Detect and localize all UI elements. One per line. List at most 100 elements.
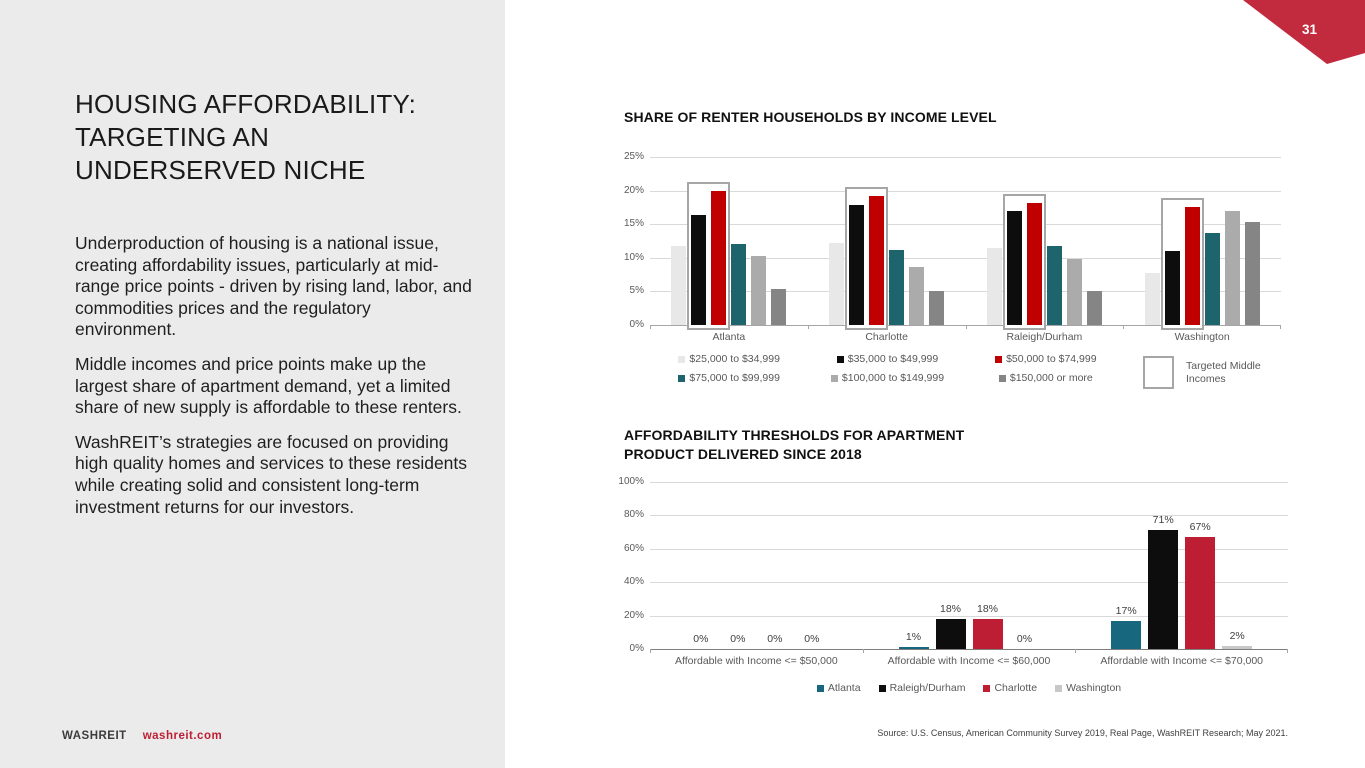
bar--25-000-to-34-999	[1144, 273, 1160, 325]
targeted-middle-incomes-label: Targeted Middle Incomes	[1186, 359, 1261, 385]
bar--50-000-to-74-999	[711, 190, 727, 325]
legend-item--100-000-to-149-999: $100,000 to $149,999	[830, 372, 945, 384]
bar--35-000-to-49-999	[691, 214, 707, 325]
gridline	[650, 257, 1281, 259]
y-axis-tick-label: 5%	[629, 285, 644, 297]
category-label: Affordable with Income <= $60,000	[887, 655, 1051, 667]
gridline	[650, 224, 1281, 226]
legend-item-atlanta: Atlanta	[816, 682, 861, 694]
y-axis-tick-label: 0%	[629, 643, 644, 654]
bar-washington	[1222, 645, 1253, 649]
legend-label: $150,000 or more	[1009, 372, 1093, 384]
bar-value-label: 18%	[939, 602, 961, 615]
targeted-middle-incomes-box-icon	[1143, 356, 1174, 389]
page-number: 31	[1302, 22, 1318, 37]
body-paragraph-3: WashREIT’s strategies are focused on pro…	[75, 431, 468, 517]
bar-value-label: 0%	[767, 633, 783, 645]
chart1-legend: $25,000 to $34,999 $35,000 to $49,999 $50,…	[650, 353, 1125, 384]
bar-value-label: 2%	[1229, 629, 1245, 642]
category-label: Affordable with Income <= $70,000	[1100, 655, 1264, 667]
bar-group-affordable-with-income-50-000: 0% 0% 0% 0%	[686, 482, 827, 649]
y-axis-tick-label: 15%	[623, 218, 644, 230]
chart1-title: SHARE OF RENTER HOUSEHOLDS BY INCOME LEV…	[624, 109, 997, 125]
bar-group-affordable-with-income-70-000: 17% 71% 67% 2%	[1111, 482, 1253, 649]
chart1-plot: 0% 5% 10% 15% 20% 25%	[624, 151, 1281, 330]
legend-swatch-icon	[995, 355, 1003, 363]
chart1-highlight-legend: Targeted Middle Incomes	[1143, 356, 1281, 389]
legend-swatch-icon	[836, 355, 844, 363]
footer: WASHREIT washreit.com	[62, 730, 222, 742]
x-axis-tick	[650, 649, 651, 653]
x-axis-tick	[650, 325, 651, 329]
bar--25-000-to-34-999	[671, 245, 687, 325]
x-axis-tick	[1287, 649, 1288, 653]
legend-item-raleigh-durham: Raleigh/Durham	[878, 682, 966, 694]
bar-group-atlanta	[671, 157, 787, 330]
body-paragraph-2: Middle incomes and price points make up …	[75, 353, 462, 418]
ribbon-shape	[1243, 0, 1365, 64]
gridline	[650, 157, 1281, 158]
legend-label: Charlotte	[994, 682, 1038, 694]
legend-swatch-icon	[816, 684, 824, 692]
legend-item-washington: Washington	[1055, 682, 1121, 694]
bar-atlanta	[1111, 620, 1142, 649]
bar-value-label: 0%	[693, 633, 709, 645]
bar-value-label: 18%	[976, 602, 998, 615]
page-number-ribbon: 31	[1243, 0, 1365, 64]
bar-atlanta	[898, 647, 929, 649]
legend-label: $75,000 to $99,999	[689, 372, 780, 384]
bar--75-000-to-99-999	[731, 243, 747, 325]
bar-group-washington	[1144, 157, 1260, 330]
x-axis-tick	[807, 325, 809, 329]
bar-group-affordable-with-income-60-000: 1% 18% 18% 0%	[898, 482, 1040, 649]
footer-website-link: washreit.com	[142, 730, 223, 742]
bar--150-000-or-more	[1244, 222, 1260, 325]
bar--50-000-to-74-999	[1184, 207, 1200, 325]
bar--25-000-to-34-999	[829, 243, 845, 325]
bar-value-label: 0%	[1016, 633, 1033, 645]
bar--75-000-to-99-999	[1204, 232, 1220, 325]
bar--50-000-to-74-999	[1026, 203, 1042, 325]
chart2-title-line1: AFFORDABILITY THRESHOLDS FOR APARTMENT	[624, 427, 965, 443]
slide-title: HOUSING AFFORDABILITY: TARGETING AN UNDE…	[75, 89, 417, 185]
bar-value-label: 1%	[905, 631, 922, 644]
legend-item--35-000-to-49-999: $35,000 to $49,999	[836, 353, 939, 365]
gridline	[650, 515, 1288, 517]
gridline	[650, 190, 1281, 192]
legend-swatch-icon	[678, 355, 686, 363]
legend-label: Raleigh/Durham	[889, 682, 966, 694]
bar--150-000-or-more	[929, 291, 945, 325]
legend-swatch-icon	[830, 374, 838, 382]
gridline	[650, 482, 1288, 483]
bar--75-000-to-99-999	[889, 249, 905, 325]
legend-item--150-000-or-more: $150,000 or more	[998, 372, 1093, 384]
x-axis-tick	[1123, 325, 1125, 329]
legend-item--75-000-to-99-999: $75,000 to $99,999	[678, 372, 780, 384]
legend-label: $35,000 to $49,999	[847, 353, 939, 365]
legend-swatch-icon	[678, 374, 686, 382]
bar-value-label: 0%	[804, 633, 820, 645]
legend-label: Washington	[1066, 682, 1122, 694]
left-text-panel: HOUSING AFFORDABILITY: TARGETING AN UNDE…	[0, 0, 505, 768]
bar--100-000-to-149-999	[909, 266, 925, 325]
bar-charlotte	[1185, 537, 1216, 649]
y-axis-tick-label: 80%	[623, 509, 644, 521]
legend-label: $100,000 to $149,999	[841, 372, 945, 384]
bar--35-000-to-49-999	[849, 205, 865, 325]
bar-value-label: 17%	[1115, 604, 1137, 617]
bar-charlotte	[972, 618, 1003, 649]
legend-label: Atlanta	[827, 682, 861, 694]
y-axis-tick-label: 10%	[623, 251, 644, 263]
chart2-plot: 0% 20% 40% 60% 80% 100% 0% 0% 0% 0% 1% 18% 18% 0% 17% 7…	[618, 476, 1288, 654]
x-axis-tick	[862, 649, 864, 653]
source-note: Source: U.S. Census, American Community …	[877, 728, 1288, 738]
bar--100-000-to-149-999	[751, 256, 767, 325]
bar--100-000-to-149-999	[1066, 259, 1082, 325]
category-label: Washington	[1174, 331, 1230, 343]
bar--75-000-to-99-999	[1046, 246, 1062, 325]
footer-brand: WASHREIT	[62, 730, 127, 742]
body-copy: Underproduction of housing is a national…	[75, 233, 473, 531]
legend-swatch-icon	[878, 684, 886, 692]
bar--25-000-to-34-999	[986, 247, 1002, 325]
